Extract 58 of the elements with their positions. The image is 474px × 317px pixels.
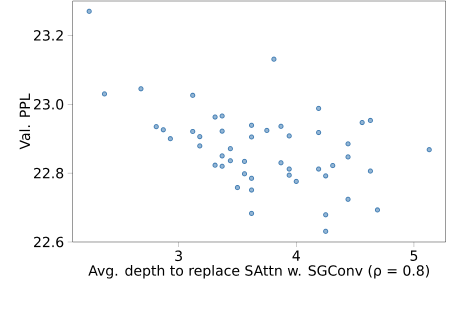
- point: [294, 178, 299, 184]
- point: [316, 106, 322, 111]
- y-tick-label: 22.6: [34, 236, 64, 248]
- point: [86, 8, 92, 14]
- point: [426, 147, 432, 152]
- point: [220, 164, 225, 169]
- point: [249, 176, 254, 181]
- point: [271, 56, 276, 62]
- point: [197, 143, 202, 148]
- point: [345, 141, 351, 146]
- x-tick-label: 3: [175, 250, 182, 262]
- point: [197, 134, 202, 140]
- point: [168, 136, 173, 142]
- point: [242, 171, 248, 176]
- x-tick-label: 4: [292, 250, 300, 261]
- point: [278, 160, 284, 166]
- x-axis-title: Avg. depth to replace SAttn w. SGConv (ρ = 0.8): [88, 264, 429, 279]
- point: [286, 166, 292, 172]
- point: [160, 127, 166, 132]
- y-tick-label: 22.8: [34, 168, 64, 178]
- point: [220, 128, 225, 134]
- point: [154, 124, 159, 130]
- point: [360, 120, 365, 126]
- point: [323, 212, 328, 218]
- x-tick-label: 5: [410, 250, 418, 261]
- point: [212, 114, 218, 120]
- point: [345, 154, 351, 160]
- point: [228, 146, 233, 152]
- point: [286, 172, 292, 178]
- point: [278, 124, 284, 129]
- point: [249, 210, 254, 216]
- point: [345, 196, 351, 202]
- point: [316, 166, 322, 172]
- point: [368, 118, 373, 124]
- point: [249, 134, 254, 140]
- point: [190, 128, 196, 134]
- y-tick-label: 23.0: [34, 98, 64, 110]
- point: [330, 163, 336, 168]
- point: [316, 130, 322, 136]
- y-axis-title: Val. PPL: [19, 94, 30, 150]
- y-tick-label: 23.2: [34, 30, 63, 41]
- point: [190, 92, 196, 98]
- point: [102, 91, 108, 97]
- point: [242, 158, 248, 164]
- point: [234, 185, 240, 190]
- point: [323, 173, 328, 178]
- point: [220, 113, 225, 119]
- point: [138, 86, 144, 92]
- point: [220, 153, 225, 158]
- point: [249, 187, 254, 193]
- point: [368, 168, 373, 174]
- point: [286, 133, 292, 139]
- point: [212, 162, 218, 168]
- point: [374, 207, 380, 213]
- point: [249, 122, 254, 128]
- point: [228, 158, 233, 164]
- point: [323, 228, 328, 234]
- point: [264, 128, 270, 133]
